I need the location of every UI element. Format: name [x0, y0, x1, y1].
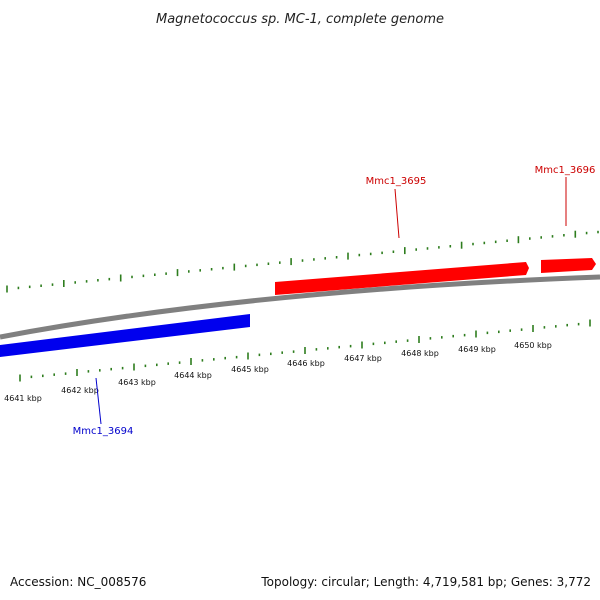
kbp-label: 4650 kbp: [514, 341, 552, 350]
kbp-label: 4642 kbp: [61, 386, 99, 395]
genome-backbone: [0, 274, 600, 340]
gene-label-mmc1-3694[interactable]: Mmc1_3694: [73, 426, 134, 437]
map-title: Magnetococcus sp. MC-1, complete genome: [156, 12, 444, 27]
gene-label-mmc1-3696[interactable]: Mmc1_3696: [535, 165, 596, 176]
accession-text: Accession: NC_008576: [10, 575, 147, 589]
gene-arrow-mmc1-3695[interactable]: [275, 262, 529, 295]
kbp-label: 4646 kbp: [287, 359, 325, 368]
kbp-label: 4645 kbp: [231, 365, 269, 374]
kbp-label: 4644 kbp: [174, 371, 212, 380]
outer-tick-row: [6, 230, 599, 293]
genome-summary-text: Topology: circular; Length: 4,719,581 bp…: [261, 575, 591, 589]
inner-tick-row: [19, 319, 591, 382]
gene-label-leader: [95, 377, 102, 425]
kbp-label: 4641 kbp: [4, 394, 42, 403]
kbp-label: 4647 kbp: [344, 354, 382, 363]
kbp-scale-labels: 4641 kbp 4642 kbp 4643 kbp 4644 kbp 4645 kbp…: [4, 341, 552, 403]
kbp-label: 4648 kbp: [401, 349, 439, 358]
kbp-label: 4649 kbp: [458, 345, 496, 354]
gene-label-mmc1-3695[interactable]: Mmc1_3695: [366, 176, 427, 187]
gene-arrow-mmc1-3694[interactable]: [0, 314, 250, 357]
gene-label-leader: [394, 188, 400, 239]
kbp-label: 4643 kbp: [118, 378, 156, 387]
gene-arrow-mmc1-3696[interactable]: [541, 258, 596, 273]
